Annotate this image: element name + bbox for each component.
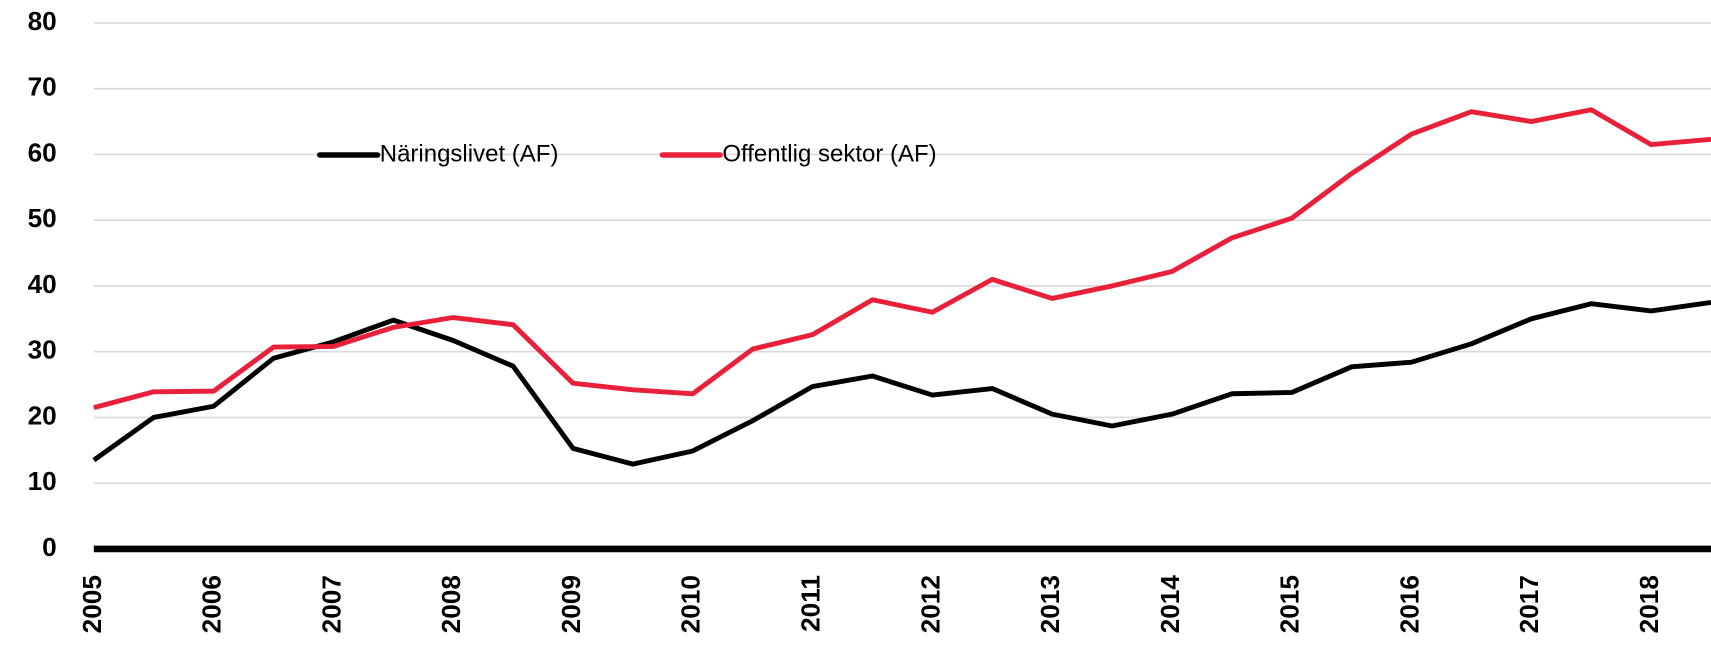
y-tick-label: 40: [28, 269, 57, 299]
y-tick-label: 30: [28, 335, 57, 365]
x-tick-label: 2007: [316, 575, 346, 633]
y-tick-label: 50: [28, 203, 57, 233]
series-line: [93, 107, 1711, 410]
x-tick-label: 2009: [556, 575, 586, 633]
y-tick-label: 20: [28, 400, 57, 430]
y-tick-label: 0: [42, 532, 57, 562]
x-tick-label: 2015: [1275, 575, 1305, 633]
x-tick-label: 2013: [1035, 575, 1065, 633]
x-tick-label: 2014: [1155, 575, 1185, 634]
x-tick-label: 2005: [77, 575, 107, 633]
x-tick-label: 2006: [197, 575, 227, 633]
x-tick-label: 2011: [796, 575, 826, 632]
y-tick-label: 60: [28, 137, 57, 167]
x-tick-label: 2017: [1514, 575, 1544, 633]
x-tick-label: 2018: [1634, 575, 1664, 633]
series-line: [92, 299, 1711, 467]
legend-label: Offentlig sektor (AF): [722, 140, 936, 167]
y-tick-label: 70: [28, 72, 57, 102]
legend-label: Näringslivet (AF): [380, 140, 559, 167]
x-tick-label: 2016: [1394, 575, 1424, 633]
y-tick-label: 80: [28, 6, 57, 36]
x-tick-label: 2012: [915, 575, 945, 633]
x-tick-label: 2008: [436, 575, 466, 633]
y-tick-label: 10: [28, 466, 57, 496]
x-tick-label: 2010: [676, 575, 706, 633]
